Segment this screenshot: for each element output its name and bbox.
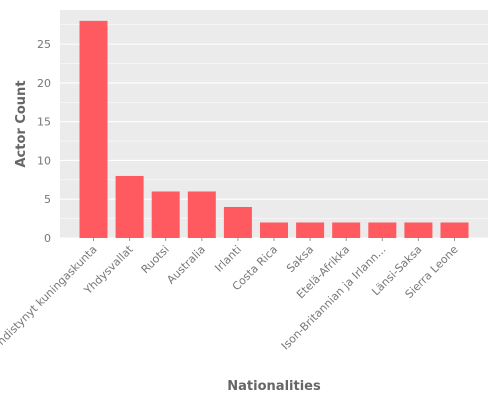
bar xyxy=(332,222,361,238)
x-tick-label: Ruotsi xyxy=(139,243,172,276)
y-tick-label: 25 xyxy=(37,38,51,51)
x-tick-label: Irlanti xyxy=(212,243,244,275)
x-tick-label: Yhdistynyt kuningaskunta xyxy=(0,243,100,353)
bar xyxy=(187,191,216,238)
bar xyxy=(404,222,433,238)
bar xyxy=(115,175,144,238)
bar xyxy=(260,222,288,238)
bar xyxy=(368,222,397,238)
x-tick-label: Australia xyxy=(164,243,208,287)
bars xyxy=(79,20,469,238)
y-tick-label: 5 xyxy=(44,193,51,206)
y-tick-label: 10 xyxy=(37,154,51,167)
y-tick-label: 0 xyxy=(44,232,51,245)
y-axis-title: Actor Count xyxy=(14,80,29,167)
bar xyxy=(79,20,108,238)
y-tick-label: 15 xyxy=(37,116,51,129)
bar xyxy=(223,206,252,238)
bar xyxy=(296,222,325,238)
bar xyxy=(151,191,180,238)
x-axis-title: Nationalities xyxy=(227,379,321,394)
y-tick-labels: 0 5 10 15 20 25 xyxy=(37,38,51,245)
bar xyxy=(440,222,469,238)
y-tick-label: 20 xyxy=(37,77,51,90)
x-tick-label: Saksa xyxy=(284,243,316,275)
